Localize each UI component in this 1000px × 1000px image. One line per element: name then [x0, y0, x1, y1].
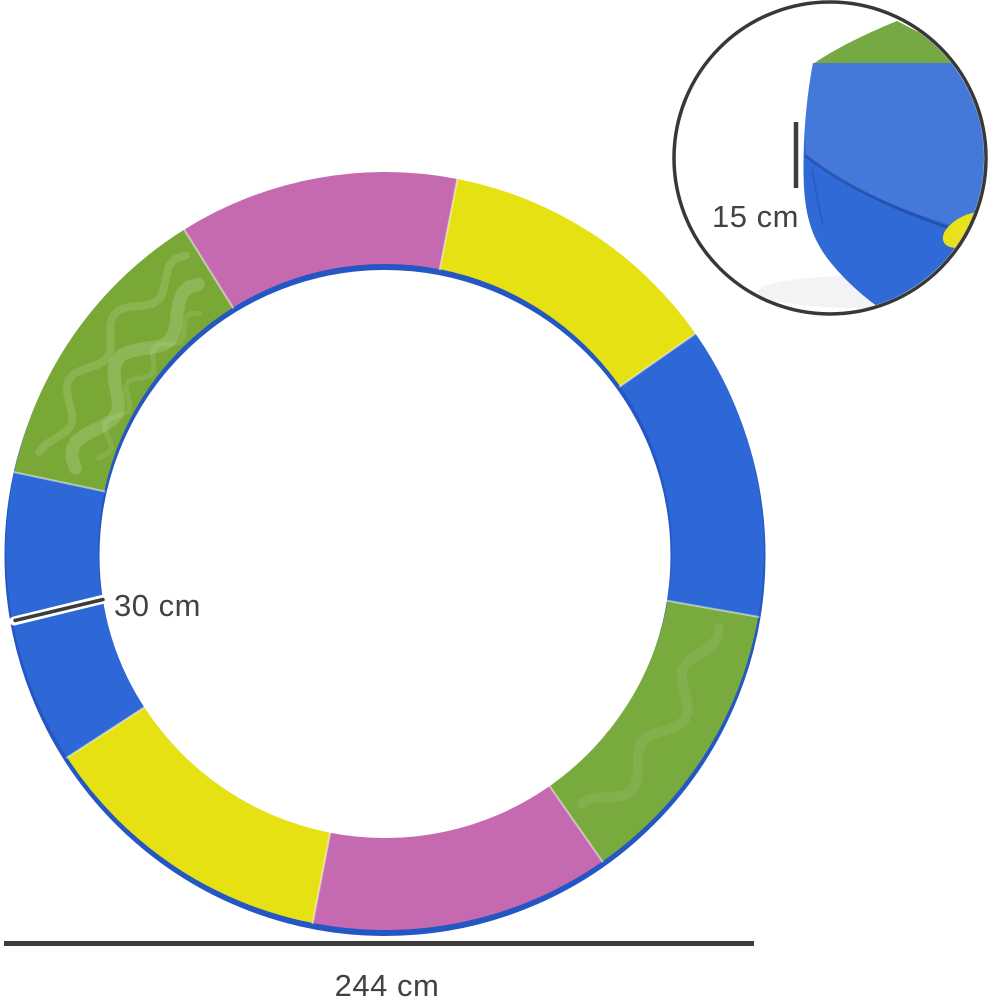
diameter-label: 244 cm	[335, 968, 440, 1000]
pad-segment-green-top-left	[14, 229, 233, 492]
inset-pad-front-seam	[811, 169, 824, 226]
pad-seam	[548, 784, 604, 863]
pad-width-measurement: 30 cm	[9, 588, 201, 626]
pad-crinkle-highlight	[96, 310, 203, 461]
thickness-inset: 15 cm	[672, 0, 988, 316]
pad-segment-blue-left	[6, 472, 145, 758]
inset-pad-green-segment	[813, 21, 958, 64]
pad-segment-yellow-top-right	[439, 179, 696, 387]
pad-seam	[182, 228, 235, 309]
diameter-measurement: 244 cm	[4, 941, 754, 1000]
inset-circle-outline	[672, 0, 988, 316]
pad-seam	[618, 332, 697, 388]
pad-seam	[438, 177, 459, 271]
pad-segment-pink-top	[184, 172, 458, 308]
inset-pad-top-highlight	[805, 63, 984, 236]
pad-crinkle-highlight	[65, 277, 205, 475]
pad-seam	[13, 471, 106, 493]
pad-seam	[311, 831, 332, 925]
pad-segment-yellow-bottom-left	[67, 707, 331, 923]
pad-ring	[6, 172, 764, 930]
pad-crinkle-highlight	[577, 623, 724, 809]
pad-segment-blue-right	[620, 333, 764, 617]
pad-seam	[65, 705, 146, 759]
inset-pad-edge-ridge	[804, 154, 970, 236]
pad-vinyl-texture	[35, 251, 724, 809]
pad-width-label: 30 cm	[114, 588, 201, 623]
pad-segment-seams	[13, 177, 760, 925]
pad-width-line	[13, 597, 105, 623]
pad-thickness-label: 15 cm	[712, 199, 799, 234]
pad-crinkle-highlight	[35, 251, 190, 456]
pad-segment-pink-bottom	[312, 786, 603, 930]
pad-segment-green-bottom-right	[549, 600, 759, 862]
pad-seam	[666, 599, 760, 618]
